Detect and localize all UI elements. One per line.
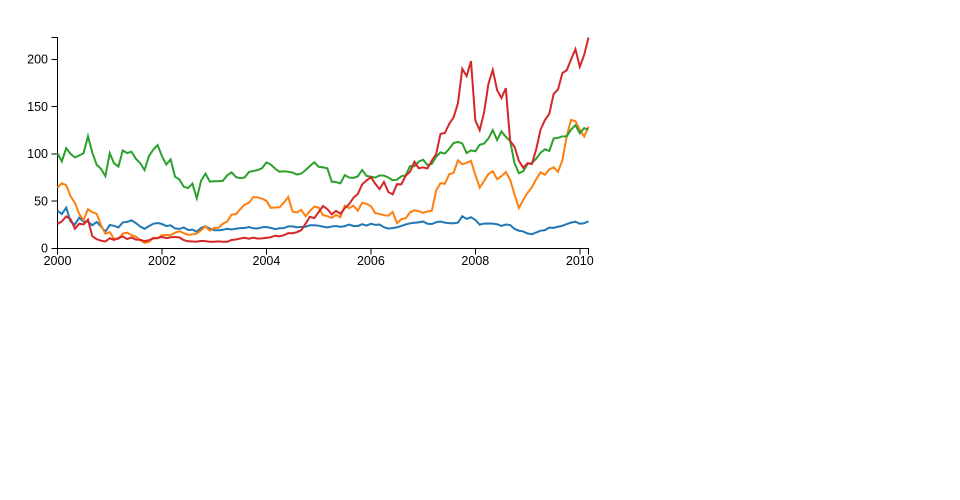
- y-tick-label: 200: [27, 52, 48, 66]
- x-tick-label: 2008: [461, 254, 489, 268]
- x-axis-line: [57, 248, 589, 255]
- x-tick-label: 2010: [566, 254, 594, 268]
- x-tick-label: 2004: [253, 254, 281, 268]
- y-tick-label: 150: [27, 100, 48, 114]
- y-tick-label: 0: [41, 242, 48, 256]
- y-tick-label: 100: [27, 147, 48, 161]
- axes: 0 50 100 150 200 2000 2002 2004 2006 2008 2010: [27, 37, 594, 268]
- x-tick-label: 2006: [357, 254, 385, 268]
- x-tick-label: 2000: [44, 254, 72, 268]
- x-tick-label: 2002: [148, 254, 176, 268]
- orange-series-line: [56, 118, 590, 244]
- series-lines: [56, 37, 590, 244]
- green-series-line: [56, 123, 589, 203]
- y-axis-line: [51, 37, 58, 249]
- y-tick-label: 50: [34, 194, 48, 208]
- red-series-line: [56, 37, 590, 243]
- blue-series-line: [56, 205, 589, 236]
